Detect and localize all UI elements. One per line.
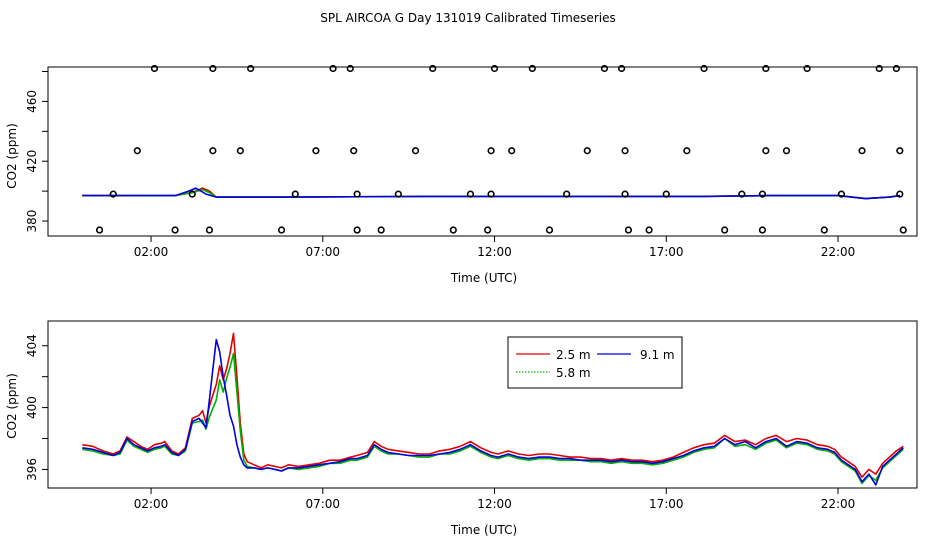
bottom-x-tick-label: 02:00 [134,497,169,511]
top-chart: Time (UTC) CO2 (ppm) 02:00 07:00 12:00 17:0… [5,64,918,285]
top-calibration-point [896,190,904,198]
top-calibration-point [353,190,361,198]
top-x-tick-label: 22:00 [821,245,856,259]
top-calibration-point [329,64,337,73]
top-calibration-point [700,64,708,73]
chart-title: SPL AIRCOA G Day 131019 Calibrated Times… [320,11,615,25]
top-calibration-point [875,64,883,73]
top-plot-frame [47,66,918,237]
top-calibration-point [892,64,900,73]
top-y-tick-label: 460 [25,90,39,113]
top-calibration-point [188,190,196,198]
top-calibration-point [291,190,299,198]
top-calibration-point [487,147,495,155]
top-series-9-1-m [82,187,900,200]
top-calibration-point [837,190,846,198]
top-calibration-point [820,226,828,234]
top-calibration-point [762,64,770,73]
top-x-label: Time (UTC) [450,271,517,285]
top-calibration-point [662,190,670,198]
top-calibration-point [205,226,214,234]
legend-box [507,336,683,389]
top-y-label: CO2 (ppm) [5,123,19,189]
top-calibration-point [803,64,811,73]
top-calibration-point [150,64,159,73]
top-calibration-point [758,226,767,234]
top-calibration-point [545,226,554,234]
top-calibration-point [621,190,629,198]
top-calibration-point [583,147,591,155]
legend-label-5-8m: 5.8 m [556,366,591,380]
top-calibration-point [466,190,475,198]
top-calibration-point [247,64,255,73]
top-calibration-point [109,190,117,198]
top-calibration-point [312,147,320,155]
top-x-tick-label: 07:00 [305,245,340,259]
top-calibration-point [721,226,729,234]
bottom-y-tick-label: 396 [25,458,39,481]
top-calibration-point [528,64,536,73]
top-calibration-point [508,147,516,155]
top-calibration-point [683,147,691,155]
top-calibration-point [394,190,402,198]
top-calibration-point [490,64,499,73]
top-calibration-point [484,226,492,234]
top-calibration-point [449,226,457,234]
top-calibration-point [899,226,907,234]
bottom-y-tick-label: 400 [25,396,39,419]
legend: 2.5 m 5.8 m 9.1 m [507,336,683,389]
top-calibration-point [762,147,770,155]
top-y-tick-label: 380 [25,210,39,233]
legend-label-2-5m: 2.5 m [556,348,591,362]
top-x-tick-label: 02:00 [134,245,169,259]
bottom-x-tick-label: 12:00 [477,497,512,511]
bottom-y-label: CO2 (ppm) [5,373,19,439]
bottom-x-tick-label: 22:00 [821,497,856,511]
top-calibration-point [277,226,286,234]
top-calibration-point [95,226,104,234]
top-calibration-point [758,190,767,198]
top-calibration-point [411,147,420,155]
top-calibration-point [377,226,385,234]
top-x-tick-label: 12:00 [477,245,512,259]
top-calibration-point [209,64,217,73]
top-x-tick-label: 17:00 [649,245,684,259]
top-calibration-point [353,226,361,234]
top-calibration-point [487,190,495,198]
top-calibration-point [782,147,791,155]
top-calibration-point [133,147,141,155]
top-calibration-point [563,190,571,198]
bottom-y-tick-label: 404 [25,334,39,357]
top-calibration-point [600,64,609,73]
bottom-series-9-1-m [82,338,904,486]
top-calibration-point [624,226,633,234]
top-calibration-point [350,147,358,155]
top-calibration-point [236,147,244,155]
top-calibration-point [618,64,626,73]
top-calibration-point [171,226,179,234]
top-calibration-point [738,190,746,198]
bottom-x-label: Time (UTC) [450,523,517,537]
top-calibration-point [429,64,437,73]
bottom-x-tick-label: 17:00 [649,497,684,511]
bottom-plot-frame [47,320,918,489]
bottom-x-tick-label: 07:00 [305,497,340,511]
top-calibration-point [896,147,904,155]
top-y-tick-label: 420 [25,150,39,173]
top-calibration-point [621,147,629,155]
top-calibration-point [209,147,217,155]
legend-label-9-1m: 9.1 m [640,348,675,362]
top-calibration-point [346,64,354,73]
top-calibration-point [858,147,866,155]
top-calibration-point [645,226,653,234]
bottom-chart: Time (UTC) CO2 (ppm) 02:00 07:00 12:00 17:0… [5,320,918,537]
bottom-series-2-5-m [82,332,904,478]
